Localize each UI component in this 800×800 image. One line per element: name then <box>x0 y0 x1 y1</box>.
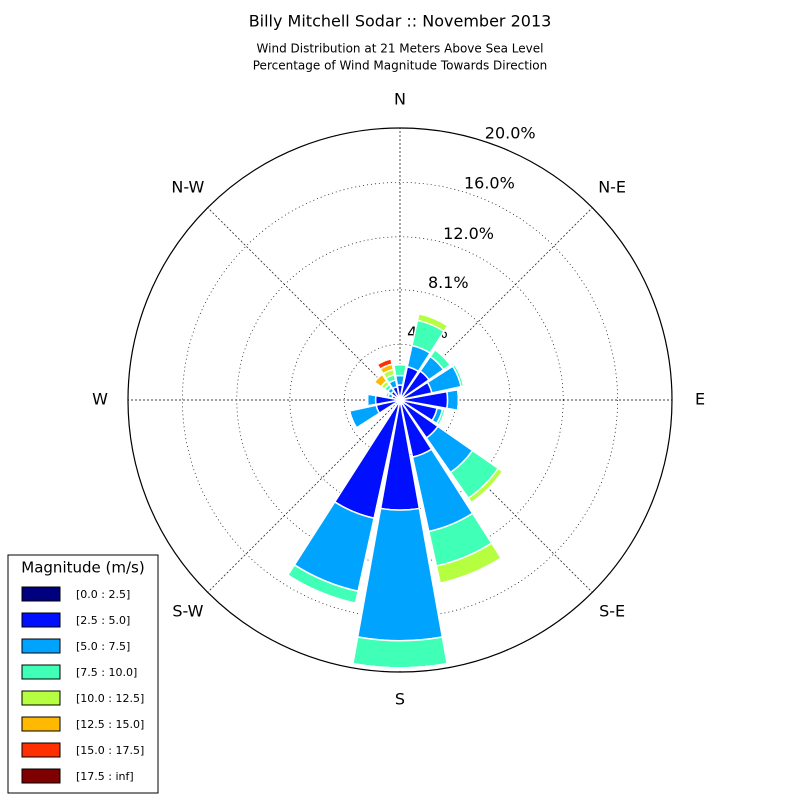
legend-swatch <box>21 742 61 758</box>
direction-label: E <box>695 390 705 409</box>
wind-segment <box>352 636 448 669</box>
legend-label: [0.0 : 2.5] <box>76 588 130 601</box>
direction-label: N-E <box>598 177 626 196</box>
direction-label: S-W <box>172 602 203 621</box>
wind-segment <box>287 574 356 604</box>
legend-label: [12.5 : 15.0] <box>76 718 144 731</box>
ring-label: 20.0% <box>485 123 536 142</box>
legend-label: [7.5 : 10.0] <box>76 666 137 679</box>
legend-swatch <box>21 612 61 628</box>
direction-label: N <box>394 90 406 109</box>
legend-swatch <box>21 586 61 602</box>
legend-label: [5.0 : 7.5] <box>76 640 130 653</box>
legend-swatch <box>21 690 61 706</box>
ring-label: 16.0% <box>464 174 515 193</box>
chart-subtitle: Wind Distribution at 21 Meters Above Sea… <box>257 42 544 56</box>
wind-segment <box>440 557 502 585</box>
wind-segment <box>348 410 358 429</box>
legend-swatch <box>21 716 61 732</box>
legend-title: Magnitude (m/s) <box>21 559 144 577</box>
wind-segment <box>366 393 377 407</box>
legend-label: [17.5 : inf] <box>76 770 134 783</box>
legend-label: [10.0 : 12.5] <box>76 692 144 705</box>
legend-swatch <box>21 664 61 680</box>
wind-segment <box>445 388 460 412</box>
chart-title: Billy Mitchell Sodar :: November 2013 <box>249 12 552 31</box>
legend-swatch <box>21 768 61 784</box>
outer-circle <box>127 127 673 673</box>
direction-label: S-E <box>599 602 625 621</box>
wind-segment <box>392 363 408 377</box>
legend-swatch <box>21 638 61 654</box>
direction-label: N-W <box>171 177 204 196</box>
grid-ring <box>182 182 618 618</box>
ring-label: 8.1% <box>428 273 469 292</box>
direction-label: S <box>395 690 405 709</box>
legend-label: [2.5 : 5.0] <box>76 614 130 627</box>
wind-segment <box>373 373 383 383</box>
ring-label: 12.0% <box>443 224 494 243</box>
wind-segment <box>352 663 448 669</box>
legend-label: [15.0 : 17.5] <box>76 744 144 757</box>
wind-segment <box>435 348 452 365</box>
chart-subtitle: Percentage of Wind Magnitude Towards Dir… <box>253 59 547 73</box>
wind-segment <box>393 363 407 366</box>
wind-segment <box>366 394 369 406</box>
direction-label: W <box>92 390 108 409</box>
legend: Magnitude (m/s) [0.0 : 2.5] [2.5 : 5.0] [5.… <box>7 554 159 794</box>
